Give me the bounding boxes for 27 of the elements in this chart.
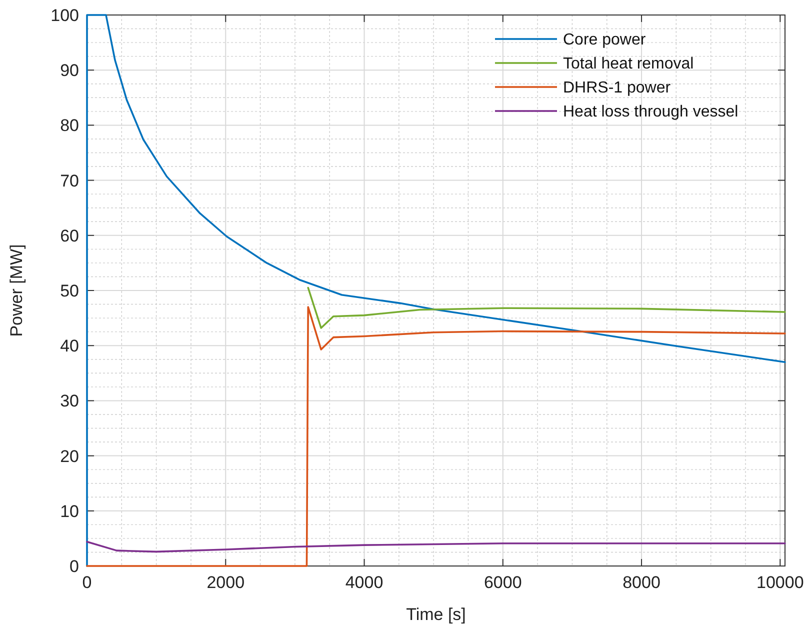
y-axis-title: Power [MW]	[7, 244, 26, 337]
y-tick-label: 10	[60, 502, 79, 521]
x-tick-label: 2000	[206, 573, 245, 592]
line-series	[86, 306, 786, 567]
x-tick-label: 8000	[622, 573, 660, 592]
line-series	[307, 286, 786, 329]
x-tick-label: 10000	[756, 573, 804, 592]
legend-label: DHRS-1 power	[563, 80, 672, 97]
y-tick-label: 70	[60, 171, 79, 190]
x-tick-label: 4000	[345, 573, 384, 592]
y-tick-label: 0	[70, 556, 79, 576]
legend-label: Core power	[563, 32, 646, 49]
legend-label: Total heat removal	[563, 56, 694, 73]
y-tick-label: 90	[60, 61, 79, 80]
line-series	[86, 14, 786, 567]
x-tick-label: 0	[82, 573, 92, 592]
y-tick-label: 40	[60, 336, 79, 356]
y-tick-label: 20	[60, 446, 79, 466]
y-tick-label: 30	[60, 392, 79, 411]
y-tick-label: 60	[60, 226, 79, 246]
x-axis-title: Time [s]	[406, 605, 466, 624]
x-tick-label: 6000	[484, 573, 522, 592]
line-series	[86, 540, 786, 553]
y-tick-label: 100	[50, 6, 79, 25]
y-tick-label: 80	[60, 116, 79, 136]
y-tick-label: 50	[60, 281, 79, 300]
legend-label: Heat loss through vessel	[563, 104, 738, 121]
